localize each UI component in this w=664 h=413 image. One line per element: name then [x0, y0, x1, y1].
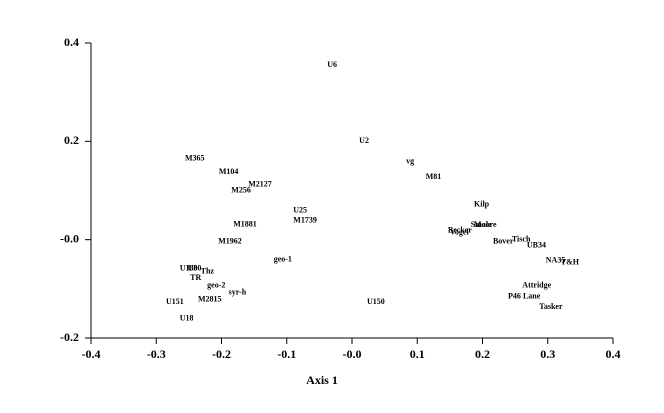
point-label: M81 — [426, 172, 442, 181]
point-label: syr-h — [229, 288, 247, 297]
x-tick-label: -0.3 — [147, 347, 166, 361]
point-label: U150 — [367, 297, 385, 306]
point-label: Smale — [471, 220, 492, 229]
point-label: Moore — [474, 220, 497, 229]
y-tick-label: 0.2 — [64, 133, 79, 147]
point-label: geo-1 — [274, 255, 292, 264]
y-tick-label: -0.2 — [60, 330, 79, 344]
point-label: geo-2 — [207, 281, 225, 290]
point-label: NA35 — [546, 256, 566, 265]
point-label: vg — [406, 156, 414, 165]
x-tick-label: 0.1 — [410, 347, 425, 361]
point-label: T&H — [561, 258, 580, 267]
point-label: Kilp — [474, 200, 490, 209]
x-tick-label: 0.3 — [540, 347, 555, 361]
point-label: Vogel — [450, 228, 470, 237]
point-label: U30 — [188, 264, 202, 273]
point-label: M365 — [185, 153, 205, 162]
point-label: U151 — [166, 297, 184, 306]
x-tick-label: -0.4 — [82, 347, 101, 361]
point-label: M256 — [231, 185, 251, 194]
point-label: Lane — [523, 292, 541, 301]
point-label: M104 — [219, 167, 239, 176]
point-label: M1962 — [218, 236, 242, 245]
x-tick-label: -0.0 — [343, 347, 362, 361]
point-label: Tisch — [512, 234, 531, 243]
x-axis-label: Axis 1 — [306, 373, 338, 387]
x-tick-label: -0.2 — [212, 347, 231, 361]
point-label: U6 — [327, 60, 337, 69]
y-tick-label: -0.0 — [60, 231, 79, 245]
point-label: Thz — [201, 266, 215, 275]
point-label: P46 — [508, 292, 521, 301]
point-label: U18 — [180, 314, 194, 323]
point-label: Attridge — [522, 281, 551, 290]
point-label: Bover — [493, 236, 514, 245]
x-tick-label: 0.4 — [606, 347, 621, 361]
point-label: M2815 — [198, 294, 222, 303]
point-label: U25 — [293, 205, 307, 214]
point-label: UB34 — [527, 240, 546, 249]
point-label: M1739 — [293, 215, 317, 224]
x-tick-label: 0.2 — [475, 347, 490, 361]
point-label: Becker — [448, 226, 472, 235]
point-label: M1881 — [233, 219, 257, 228]
point-label: Tasker — [539, 302, 563, 311]
y-tick-label: 0.4 — [64, 35, 79, 49]
point-label: U180 — [180, 264, 198, 273]
point-label: U2 — [359, 136, 369, 145]
point-label: M2127 — [248, 179, 272, 188]
x-tick-label: -0.1 — [277, 347, 296, 361]
point-label: TR — [190, 273, 201, 282]
